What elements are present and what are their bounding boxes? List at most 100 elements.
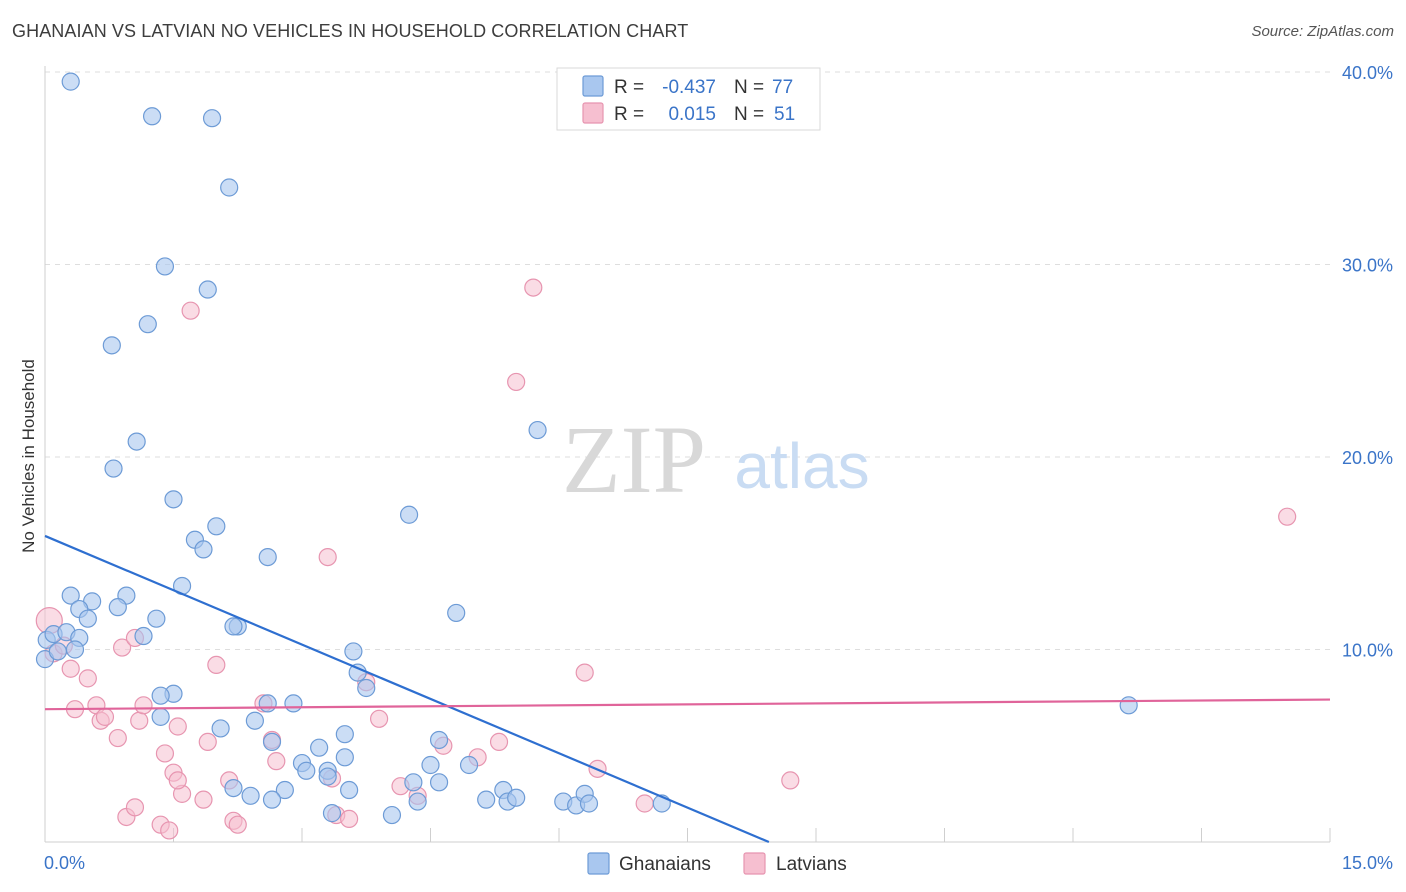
ghanaians-point (357, 678, 376, 698)
trend-lines (44, 534, 1331, 844)
latvians-point (112, 638, 132, 657)
ghanaians-point (429, 773, 449, 792)
ghanaians-point (147, 609, 166, 628)
ghanaians-point (78, 609, 97, 628)
ghanaians-point (61, 586, 80, 605)
ghanaians-point (421, 755, 440, 775)
latvians-point (267, 752, 286, 771)
ghanaians-point (151, 707, 170, 726)
latvians-point (181, 301, 200, 320)
ghanaians-point (108, 598, 127, 617)
latvians-point (168, 771, 187, 790)
ghanaians-point (258, 547, 277, 567)
ghanaians-point (477, 790, 496, 809)
y-tick-label: 40.0% (1342, 63, 1393, 83)
y-tick-label: 20.0% (1342, 448, 1393, 468)
tick-labels: 10.0% 20.0% 30.0% 40.0% 0.0% 15.0% (44, 63, 1393, 873)
ghanaians-point (528, 420, 547, 440)
ghanaians-point (335, 748, 354, 767)
watermark-atlas: atlas (734, 430, 869, 502)
ghanaians-point (447, 603, 466, 623)
ghanaians-point (1119, 696, 1138, 715)
ghanaians-point (207, 517, 226, 536)
latvians-point (575, 663, 594, 682)
ghanaians-point (151, 686, 170, 705)
ghanaians-point (297, 761, 316, 780)
series-legend: Ghanaians Latvians (587, 852, 847, 875)
ghanaians-points (35, 72, 1138, 825)
latvians-point (125, 798, 145, 817)
ghanaians-point (408, 792, 427, 811)
chart-title: GHANAIAN VS LATVIAN NO VEHICLES IN HOUSE… (12, 21, 689, 41)
ghanaians-point (579, 794, 599, 813)
ghanaians-point (224, 617, 243, 636)
ghanaians-point (104, 459, 123, 478)
watermark: ZIP atlas (562, 406, 870, 513)
ghanaians-point (429, 730, 449, 750)
latvians-point (370, 709, 389, 728)
y-tick-label: 10.0% (1342, 641, 1393, 661)
latvians-point (781, 771, 800, 790)
ghanaians-point (404, 773, 423, 792)
latvians-point (160, 821, 179, 840)
ghanaians-point (198, 280, 217, 299)
legend-label-ghanaians[interactable]: Ghanaians (619, 854, 711, 875)
ghanaians-point (224, 778, 243, 798)
ghanaians-point (48, 642, 67, 661)
x-tick-label: 0.0% (44, 853, 85, 873)
latvians-point (61, 659, 80, 678)
ghanaians-point (322, 804, 342, 823)
stats-r-value-latvians: 0.015 (668, 104, 716, 125)
latvians-point (635, 794, 654, 813)
latvians-point (340, 809, 359, 829)
latvians-point (318, 547, 337, 567)
stats-n-label-ghanaians: N = (734, 77, 764, 98)
latvians-point (207, 655, 226, 675)
ghanaians-point (164, 490, 183, 509)
stats-legend: R = -0.437 N = 77 R = 0.015 N = 51 (556, 67, 821, 131)
stats-swatch-ghanaians (582, 75, 604, 97)
legend-label-latvians[interactable]: Latvians (776, 854, 847, 875)
ghanaians-trend-line (44, 534, 770, 844)
ghanaians-point (194, 540, 213, 559)
legend-swatch-ghanaians[interactable] (587, 852, 610, 875)
ghanaians-point (202, 109, 222, 128)
stats-n-value-ghanaians: 77 (772, 77, 793, 98)
ghanaians-point (61, 72, 80, 91)
latvians-point (1278, 507, 1297, 526)
latvians-points (35, 278, 1297, 840)
latvians-point (155, 744, 175, 763)
latvians-point (168, 717, 187, 736)
latvians-point (489, 732, 509, 752)
stats-n-label-latvians: N = (734, 104, 764, 125)
gridlines (45, 71, 1330, 650)
stats-r-label-ghanaians: R = (614, 77, 644, 98)
source-credit: Source: ZipAtlas.com (1251, 23, 1394, 40)
latvians-point (507, 372, 526, 392)
ghanaians-point (127, 432, 146, 451)
ghanaians-point (102, 336, 121, 355)
y-axis-label: No Vehicles in Household (19, 359, 38, 553)
ghanaians-point (344, 642, 363, 661)
ghanaians-point (211, 719, 230, 738)
ghanaians-point (399, 505, 419, 524)
ghanaians-point (220, 178, 239, 197)
y-tick-label: 30.0% (1342, 256, 1393, 276)
ghanaians-point (262, 732, 282, 752)
ghanaians-point (155, 257, 175, 276)
latvians-point (95, 707, 115, 726)
ghanaians-point (318, 767, 337, 786)
latvians-point (194, 790, 213, 809)
ghanaians-point (507, 788, 526, 807)
latvians-point (130, 711, 149, 730)
ghanaians-point (258, 694, 277, 713)
ghanaians-point (245, 711, 264, 730)
latvians-point (134, 696, 153, 715)
ghanaians-point (284, 694, 303, 713)
legend-swatch-latvians[interactable] (743, 852, 766, 875)
ghanaians-point (275, 780, 294, 800)
ghanaians-point (142, 107, 162, 126)
ghanaians-point (65, 640, 85, 659)
ghanaians-point (241, 786, 260, 805)
